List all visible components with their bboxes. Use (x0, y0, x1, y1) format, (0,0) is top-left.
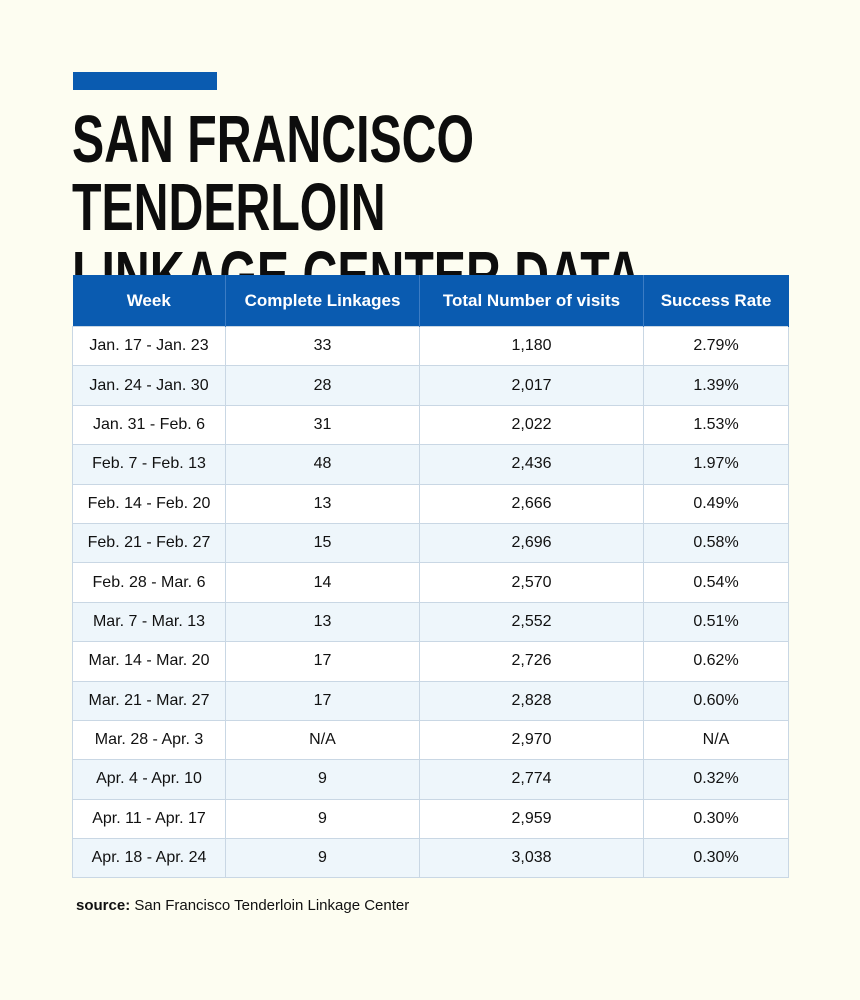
cell-week: Apr. 4 - Apr. 10 (72, 759, 226, 800)
cell-success-rate: 0.32% (643, 759, 789, 800)
cell-success-rate: 0.49% (643, 483, 789, 524)
data-table: Week Complete Linkages Total Number of v… (72, 275, 789, 879)
table-row: Apr. 4 - Apr. 10 9 2,774 0.32% (72, 759, 789, 800)
cell-total-visits: 2,436 (419, 444, 644, 485)
source-text: San Francisco Tenderloin Linkage Center (134, 897, 410, 914)
table-row: Mar. 7 - Mar. 13 13 2,552 0.51% (72, 601, 789, 643)
table-body: Jan. 17 - Jan. 23 33 1,180 2.79% Jan. 24 - J… (72, 325, 789, 879)
cell-total-visits: 2,726 (419, 641, 644, 682)
cell-success-rate: N/A (643, 719, 789, 761)
cell-total-visits: 2,696 (419, 522, 644, 564)
table-row: Mar. 28 - Apr. 3 N/A 2,970 N/A (72, 719, 789, 761)
cell-success-rate: 0.30% (643, 798, 789, 840)
cell-success-rate: 1.97% (643, 444, 789, 485)
cell-week: Jan. 24 - Jan. 30 (72, 365, 226, 406)
cell-success-rate: 0.62% (643, 641, 789, 682)
cell-complete-linkages: 9 (225, 759, 420, 800)
cell-complete-linkages: 13 (225, 601, 420, 643)
cell-week: Apr. 18 - Apr. 24 (72, 838, 226, 879)
cell-success-rate: 0.60% (643, 680, 789, 721)
cell-total-visits: 2,017 (419, 365, 644, 406)
cell-complete-linkages: 9 (225, 838, 420, 879)
source-note: source: San Francisco Tenderloin Linkage… (76, 897, 409, 914)
table-row: Jan. 31 - Feb. 6 31 2,022 1.53% (72, 404, 789, 446)
cell-total-visits: 2,959 (419, 798, 644, 840)
cell-success-rate: 1.53% (643, 404, 789, 446)
table-row: Jan. 17 - Jan. 23 33 1,180 2.79% (72, 325, 789, 367)
table-row: Mar. 21 - Mar. 27 17 2,828 0.60% (72, 680, 789, 721)
cell-complete-linkages: 31 (225, 404, 420, 446)
cell-complete-linkages: 17 (225, 641, 420, 682)
cell-total-visits: 2,970 (419, 719, 644, 761)
cell-complete-linkages: 9 (225, 798, 420, 840)
cell-total-visits: 2,828 (419, 680, 644, 721)
cell-week: Mar. 14 - Mar. 20 (72, 641, 226, 682)
cell-complete-linkages: 14 (225, 562, 420, 603)
cell-week: Feb. 7 - Feb. 13 (72, 444, 226, 485)
cell-complete-linkages: 33 (225, 325, 420, 367)
cell-week: Feb. 28 - Mar. 6 (72, 562, 226, 603)
cell-success-rate: 2.79% (643, 325, 789, 367)
cell-week: Apr. 11 - Apr. 17 (72, 798, 226, 840)
cell-success-rate: 0.51% (643, 601, 789, 643)
cell-complete-linkages: 28 (225, 365, 420, 406)
table-row: Feb. 28 - Mar. 6 14 2,570 0.54% (72, 562, 789, 603)
cell-total-visits: 3,038 (419, 838, 644, 879)
table-row: Apr. 11 - Apr. 17 9 2,959 0.30% (72, 798, 789, 840)
cell-success-rate: 0.54% (643, 562, 789, 603)
table-row: Feb. 7 - Feb. 13 48 2,436 1.97% (72, 444, 789, 485)
table-row: Apr. 18 - Apr. 24 9 3,038 0.30% (72, 838, 789, 879)
title-line-1: SAN FRANCISCO TENDERLOIN (72, 102, 475, 245)
cell-week: Mar. 21 - Mar. 27 (72, 680, 226, 721)
cell-week: Feb. 21 - Feb. 27 (72, 522, 226, 564)
cell-week: Mar. 28 - Apr. 3 (72, 719, 226, 761)
cell-total-visits: 2,022 (419, 404, 644, 446)
table-row: Mar. 14 - Mar. 20 17 2,726 0.62% (72, 641, 789, 682)
cell-total-visits: 2,570 (419, 562, 644, 603)
table-row: Jan. 24 - Jan. 30 28 2,017 1.39% (72, 365, 789, 406)
cell-total-visits: 2,666 (419, 483, 644, 524)
table-header-row: Week Complete Linkages Total Number of v… (72, 275, 789, 327)
cell-complete-linkages: 17 (225, 680, 420, 721)
column-header-success-rate: Success Rate (643, 275, 789, 327)
table-row: Feb. 14 - Feb. 20 13 2,666 0.49% (72, 483, 789, 524)
cell-week: Jan. 31 - Feb. 6 (72, 404, 226, 446)
cell-week: Jan. 17 - Jan. 23 (72, 325, 226, 367)
cell-total-visits: 2,552 (419, 601, 644, 643)
cell-complete-linkages: 15 (225, 522, 420, 564)
source-label: source: (76, 897, 131, 914)
cell-success-rate: 0.30% (643, 838, 789, 879)
table-row: Feb. 21 - Feb. 27 15 2,696 0.58% (72, 522, 789, 564)
cell-complete-linkages: 13 (225, 483, 420, 524)
column-header-total-visits: Total Number of visits (419, 275, 644, 327)
cell-total-visits: 2,774 (419, 759, 644, 800)
cell-complete-linkages: 48 (225, 444, 420, 485)
cell-success-rate: 0.58% (643, 522, 789, 564)
accent-bar (73, 72, 217, 90)
cell-week: Mar. 7 - Mar. 13 (72, 601, 226, 643)
column-header-complete-linkages: Complete Linkages (225, 275, 420, 327)
column-header-week: Week (72, 275, 226, 327)
cell-success-rate: 1.39% (643, 365, 789, 406)
cell-complete-linkages: N/A (225, 719, 420, 761)
cell-total-visits: 1,180 (419, 325, 644, 367)
cell-week: Feb. 14 - Feb. 20 (72, 483, 226, 524)
